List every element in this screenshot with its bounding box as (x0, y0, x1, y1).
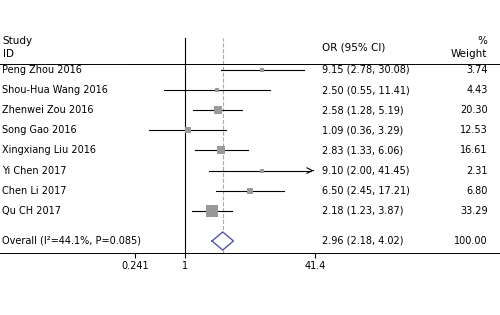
Text: Shou-Hua Wang 2016: Shou-Hua Wang 2016 (2, 85, 108, 95)
Text: 2.96 (2.18, 4.02): 2.96 (2.18, 4.02) (322, 236, 404, 246)
Text: 2.50 (0.55, 11.41): 2.50 (0.55, 11.41) (322, 85, 410, 95)
Text: 2.58 (1.28, 5.19): 2.58 (1.28, 5.19) (322, 105, 404, 115)
Text: 2.18 (1.23, 3.87): 2.18 (1.23, 3.87) (322, 206, 404, 216)
Text: 1.09 (0.36, 3.29): 1.09 (0.36, 3.29) (322, 125, 404, 135)
Text: %
Weight: % Weight (451, 36, 488, 60)
Text: 33.29: 33.29 (460, 206, 487, 216)
Text: Study
ID: Study ID (2, 36, 32, 60)
Text: Song Gao 2016: Song Gao 2016 (2, 125, 77, 135)
Text: Zhenwei Zou 2016: Zhenwei Zou 2016 (2, 105, 94, 115)
Text: 6.50 (2.45, 17.21): 6.50 (2.45, 17.21) (322, 186, 410, 196)
Text: 2.83 (1.33, 6.06): 2.83 (1.33, 6.06) (322, 146, 404, 156)
Text: Peng Zhou 2016: Peng Zhou 2016 (2, 65, 82, 75)
Text: 3.74: 3.74 (466, 65, 487, 75)
Text: 4.43: 4.43 (466, 85, 487, 95)
Polygon shape (212, 232, 234, 250)
Text: Chen Li 2017: Chen Li 2017 (2, 186, 67, 196)
Text: 100.00: 100.00 (454, 236, 488, 246)
Text: 9.10 (2.00, 41.45): 9.10 (2.00, 41.45) (322, 166, 410, 175)
Text: 20.30: 20.30 (460, 105, 487, 115)
Text: Xingxiang Liu 2016: Xingxiang Liu 2016 (2, 146, 96, 156)
Text: 6.80: 6.80 (466, 186, 487, 196)
Text: 9.15 (2.78, 30.08): 9.15 (2.78, 30.08) (322, 65, 410, 75)
Text: 12.53: 12.53 (460, 125, 487, 135)
Text: 16.61: 16.61 (460, 146, 487, 156)
Text: OR (95% CI): OR (95% CI) (322, 43, 386, 53)
Text: 2.31: 2.31 (466, 166, 487, 175)
Text: Overall (I²=44.1%, P=0.085): Overall (I²=44.1%, P=0.085) (2, 236, 141, 246)
Text: Yi Chen 2017: Yi Chen 2017 (2, 166, 67, 175)
Text: Qu CH 2017: Qu CH 2017 (2, 206, 62, 216)
